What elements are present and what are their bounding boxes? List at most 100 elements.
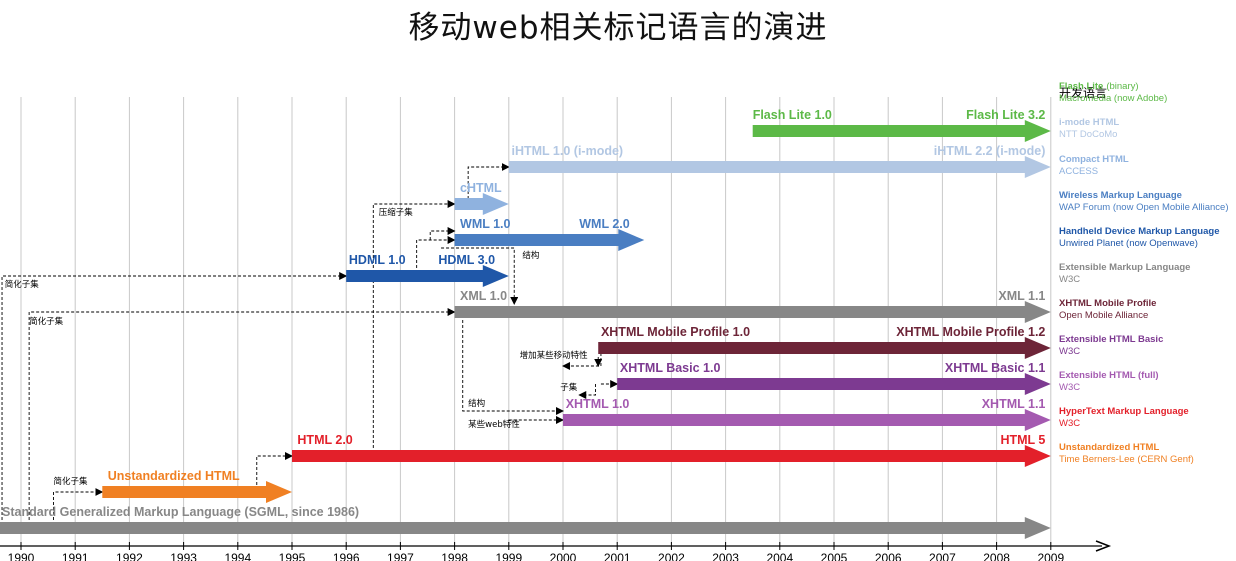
bar-label-html: HTML 2.0 — [297, 433, 352, 447]
bar-label-flash: Flash Lite 3.2 — [966, 108, 1045, 122]
bar-chtml — [454, 193, 509, 215]
year-label: 2000 — [550, 551, 577, 561]
bar-xhtmlmp — [598, 337, 1051, 359]
legend-name-xhtml: Extensible HTML (full) — [1059, 370, 1159, 381]
year-label: 2003 — [712, 551, 739, 561]
legend-sub-flash: Macromedia (now Adobe) — [1059, 93, 1167, 104]
bar-label-wml: WML 1.0 — [460, 217, 511, 231]
year-gridlines — [20, 97, 1052, 544]
year-label: 2004 — [766, 551, 793, 561]
bar-label-xhtmlbasic: XHTML Basic 1.0 — [620, 361, 721, 375]
bar-hdml — [346, 265, 509, 287]
bar-label-unhtml: Unstandardized HTML — [108, 469, 240, 483]
year-label: 1993 — [170, 551, 197, 561]
legend-name-xhtmlmp: XHTML Mobile Profile — [1059, 298, 1156, 309]
annotation-text: 增加某些移动特性 — [520, 350, 589, 361]
bar-label-wml: WML 2.0 — [579, 217, 630, 231]
year-label: 2001 — [604, 551, 631, 561]
legend-name-xml: Extensible Markup Language — [1059, 262, 1190, 273]
derivation-link — [1, 272, 348, 520]
legend-name-html: HyperText Markup Language — [1059, 406, 1189, 417]
annotation-text: 子集 — [560, 382, 578, 393]
year-label: 2005 — [821, 551, 848, 561]
legend-sub-xml: W3C — [1059, 274, 1080, 285]
year-label: 1992 — [116, 551, 143, 561]
derivation-link — [429, 227, 456, 240]
language-bars: Flash Lite 1.0 Flash Lite 3.2 iHTML 1.0 (i… — [0, 108, 1051, 539]
legend-sub-xhtml: W3C — [1059, 382, 1080, 393]
legend-name-wml: Wireless Markup Language — [1059, 190, 1182, 201]
bar-label-ihtml: iHTML 2.2 (i-mode) — [934, 144, 1046, 158]
legend-heading: 开发语言 — [1059, 85, 1107, 100]
year-label: 2006 — [875, 551, 902, 561]
legend-name-ihtml: i-mode HTML — [1059, 117, 1119, 128]
legend-name-flash: Flash Lite (binary) — [1059, 81, 1139, 92]
annotation-text: 简化子集 — [54, 476, 89, 487]
year-label: 1999 — [495, 551, 522, 561]
year-label: 1991 — [62, 551, 89, 561]
year-label: 1998 — [441, 551, 468, 561]
year-axis: 1990 1991 1992 1993 1994 1995 1996 1997 1998 1999… — [0, 540, 1112, 561]
legend-sub-xhtmlbasic: W3C — [1059, 346, 1080, 357]
year-label: 2009 — [1037, 551, 1064, 561]
bar-label-xhtml: XHTML 1.0 — [566, 397, 630, 411]
legend: 开发语言 Flash Lite (binary)Macromedia (now A… — [1059, 81, 1228, 465]
bar-unhtml — [102, 481, 292, 503]
derivation-link — [578, 384, 596, 399]
year-label: 1990 — [8, 551, 35, 561]
year-label: 2007 — [929, 551, 956, 561]
bar-label-xhtmlbasic: XHTML Basic 1.1 — [945, 361, 1046, 375]
derivation-link — [256, 452, 293, 485]
year-label: 1994 — [224, 551, 251, 561]
annotation-text: 某些web特性 — [468, 419, 520, 430]
bar-label-xml: XML 1.0 — [460, 289, 507, 303]
bar-label-xhtmlmp: XHTML Mobile Profile 1.2 — [896, 325, 1045, 339]
legend-sub-ihtml: NTT DoCoMo — [1059, 129, 1117, 140]
annotation-text: 结构 — [468, 398, 485, 409]
bar-xhtmlbasic — [617, 373, 1051, 395]
legend-name-chtml: Compact HTML — [1059, 154, 1129, 165]
legend-sub-xhtmlmp: Open Mobile Alliance — [1059, 310, 1148, 321]
legend-sub-unhtml: Time Berners-Lee (CERN Genf) — [1059, 454, 1194, 465]
annotation-text: 压缩子集 — [379, 207, 414, 218]
year-label: 1997 — [387, 551, 414, 561]
legend-sub-hdml: Unwired Planet (now Openwave) — [1059, 238, 1198, 249]
derivation-link — [53, 488, 104, 520]
derivation-link — [416, 236, 456, 268]
year-label: 2002 — [658, 551, 685, 561]
derivation-link — [467, 163, 510, 204]
legend-name-xhtmlbasic: Extensible HTML Basic — [1059, 334, 1163, 345]
legend-sub-chtml: ACCESS — [1059, 166, 1098, 177]
axis-arrow-icon — [1095, 540, 1112, 552]
bar-label-xml: XML 1.1 — [998, 289, 1045, 303]
annotation-text: 结构 — [522, 250, 539, 261]
bar-ihtml — [508, 156, 1051, 178]
page-title: 移动web相关标记语言的演进 — [408, 10, 828, 46]
bar-label-flash: Flash Lite 1.0 — [753, 108, 832, 122]
bar-label-hdml: HDML 1.0 — [349, 253, 406, 267]
bar-html — [292, 445, 1051, 467]
legend-sub-html: W3C — [1059, 418, 1080, 429]
bar-label-hdml: HDML 3.0 — [438, 253, 495, 267]
bar-label-html: HTML 5 — [1000, 433, 1045, 447]
legend-name-hdml: Handheld Device Markup Language — [1059, 226, 1219, 237]
bar-label-ihtml: iHTML 1.0 (i-mode) — [512, 144, 624, 158]
derivation-link — [441, 247, 519, 305]
bar-label-chtml: cHTML — [460, 181, 502, 195]
year-label: 1996 — [333, 551, 360, 561]
derivation-link — [372, 200, 456, 448]
derivation-links — [1, 163, 619, 520]
bar-wml — [454, 229, 645, 251]
legend-name-unhtml: Unstandardized HTML — [1059, 442, 1159, 453]
bar-xml — [454, 301, 1051, 323]
bar-label-xhtml: XHTML 1.1 — [982, 397, 1046, 411]
year-label: 1995 — [279, 551, 306, 561]
annotation-text: 简化子集 — [29, 316, 64, 327]
bar-sgml — [0, 517, 1051, 539]
bar-label-sgml: Standard Generalized Markup Language (SG… — [2, 505, 359, 519]
derivation-link — [28, 308, 456, 520]
bar-xhtml — [563, 409, 1051, 431]
bar-flash — [752, 120, 1051, 142]
